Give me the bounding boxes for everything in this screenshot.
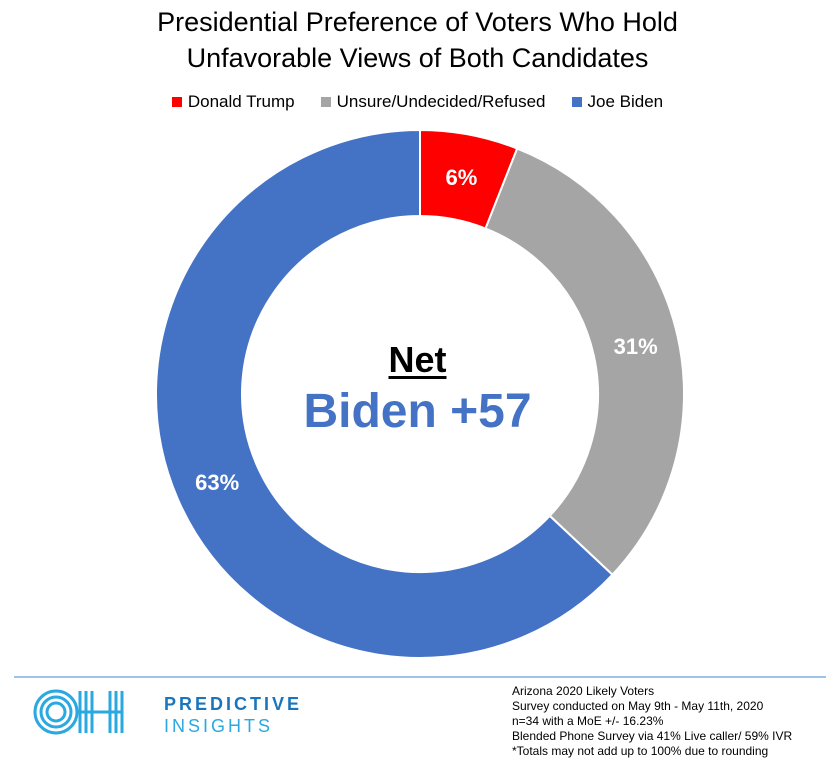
net-heading: Net <box>388 339 447 380</box>
donut-chart: 6% 31% 63% <box>155 128 685 659</box>
legend: Donald Trump Unsure/Undecided/Refused Jo… <box>0 92 835 112</box>
donut-slice-1 <box>484 147 685 577</box>
data-label-1: 31% <box>614 334 658 359</box>
chart-title-line-1: Presidential Preference of Voters Who Ho… <box>157 7 678 37</box>
legend-swatch-trump <box>171 97 182 107</box>
survey-notes: Arizona 2020 Likely Voters Survey conduc… <box>512 684 792 759</box>
note-line: *Totals may not add up to 100% due to ro… <box>512 744 769 758</box>
predictive-insights-logo: PREDICTIVE INSIGHTS <box>30 688 299 740</box>
oh-monogram-icon <box>33 689 124 735</box>
data-label-2: 63% <box>195 470 239 495</box>
donut-slice-2 <box>155 128 614 659</box>
legend-item-unsure: Unsure/Undecided/Refused <box>320 92 546 112</box>
logo-text-predictive: PREDICTIVE <box>164 694 303 714</box>
legend-label-trump: Donald Trump <box>187 92 295 111</box>
legend-item-biden: Joe Biden <box>571 92 664 112</box>
logo-text-insights: INSIGHTS <box>164 716 274 736</box>
data-label-0: 6% <box>446 165 478 190</box>
note-line: Survey conducted on May 9th - May 11th, … <box>512 699 764 713</box>
legend-label-biden: Joe Biden <box>587 92 664 111</box>
legend-label-unsure: Unsure/Undecided/Refused <box>336 92 546 111</box>
note-line: n=34 with a MoE +/- 16.23% <box>512 714 664 728</box>
net-value: Biden +57 <box>303 385 532 438</box>
legend-swatch-biden <box>571 97 582 107</box>
note-line: Blended Phone Survey via 41% Live caller… <box>512 729 793 743</box>
chart-title: Presidential Preference of Voters Who Ho… <box>0 4 835 76</box>
chart-title-line-2: Unfavorable Views of Both Candidates <box>186 43 649 73</box>
legend-item-trump: Donald Trump <box>171 92 295 112</box>
footer-divider <box>14 676 826 678</box>
note-line: Arizona 2020 Likely Voters <box>512 684 655 698</box>
legend-swatch-unsure <box>320 97 331 107</box>
